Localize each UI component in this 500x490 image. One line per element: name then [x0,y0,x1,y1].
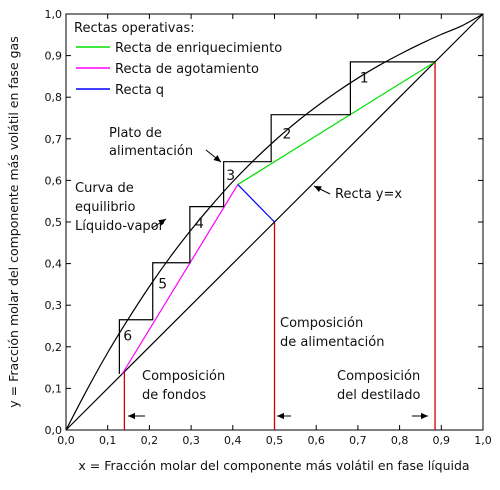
annotation-curva-line2: equilibrio [75,200,136,215]
stage-label-3: 3 [226,168,235,184]
y-tick-label: 0,1 [45,382,63,395]
annotation-fondos-line1: Composición [142,369,225,384]
annotation-fondos: Composición de fondos [127,369,225,420]
x-tick-label: 0,4 [224,434,242,447]
x-tick-label: 0,9 [433,434,451,447]
stage-label-6: 6 [123,328,132,344]
x-tick-label: 1,0 [474,434,492,447]
series-escalones [118,61,436,374]
annotation-alimentacion-line1: Composición [280,316,363,331]
stage-label-2: 2 [283,127,292,143]
annotation-plato-arrow [205,149,222,163]
y-tick-label: 0,8 [45,91,63,104]
y-tick-label: 0,0 [45,424,63,437]
y-tick-label: 0,7 [45,133,63,146]
x-axis-label: x = Fracción molar del componente más vo… [78,458,469,473]
stage-label-4: 4 [195,216,204,232]
x-tick-label: 0,0 [57,434,75,447]
stage-labels: 1 2 3 4 5 6 [123,70,368,344]
annotation-destilado-line1: Composición [337,369,420,384]
annotation-curva-line1: Curva de [75,181,134,196]
legend-label-agotamiento: Recta de agotamiento [115,62,259,77]
y-tick-label: 0,6 [45,174,63,187]
annotation-curva: Curva de equilibrio Líquido-vapor [75,181,167,234]
annotation-destilado-line2: del destilado [337,388,421,403]
x-tick-label: 0,7 [349,434,367,447]
y-tick-label: 0,4 [45,258,63,271]
annotation-destilado: Composición del destilado [337,369,428,420]
series-recta-de-enriquecimiento [237,61,436,186]
annotation-plato: Plato de alimentación [109,126,222,163]
annotation-curva-arrow [151,218,167,229]
series-recta-de-agotamiento [121,184,239,375]
annotation-curva-line3: Líquido-vapor [75,219,165,234]
x-tick-label: 0,2 [141,434,159,447]
y-tick-label: 0,5 [45,216,63,229]
legend-title: Rectas operativas: [74,21,195,36]
y-tick-label: 0,9 [45,50,63,63]
x-tick-label: 0,5 [266,434,284,447]
annotation-recta-yx-arrow [313,185,331,195]
legend-label-q: Recta q [115,83,164,98]
stage-label-1: 1 [360,70,369,86]
annotation-plato-line2: alimentación [109,144,193,159]
annotation-recta-yx-line1: Recta y=x [335,187,402,202]
annotation-recta-yx: Recta y=x [313,185,402,202]
composition-markers [123,61,436,430]
annotation-plato-line1: Plato de [109,126,162,141]
series-recta-q [237,184,275,223]
x-tick-labels: 0,0 0,1 0,2 0,3 0,4 0,5 0,6 0,7 0,8 0,9 1,0 [57,434,492,447]
y-tick-label: 0,3 [45,299,63,312]
legend-label-enriquecimiento: Recta de enriquecimiento [115,41,282,56]
y-axis-label: y = Fracción molar del componente más vo… [6,36,21,407]
x-tick-label: 0,8 [391,434,409,447]
annotation-fondos-line2: de fondos [142,388,206,403]
annotation-alimentacion-line2: de alimentación [280,335,385,350]
stage-label-5: 5 [158,276,167,292]
x-tick-label: 0,1 [99,434,117,447]
y-tick-labels: 0,0 0,1 0,2 0,3 0,4 0,5 0,6 0,7 0,8 0,9 1,0 [45,8,63,437]
axis-ticks [65,13,484,431]
x-tick-label: 0,6 [307,434,325,447]
x-tick-label: 0,3 [182,434,200,447]
y-tick-label: 1,0 [45,8,63,21]
series-layer [65,13,484,431]
annotation-alimentacion: Composición de alimentación [277,316,385,420]
y-tick-label: 0,2 [45,341,63,354]
series-curva-de-equilibrio-liquido-vapor [65,13,484,431]
legend: Rectas operativas: Recta de enriquecimie… [74,21,282,98]
